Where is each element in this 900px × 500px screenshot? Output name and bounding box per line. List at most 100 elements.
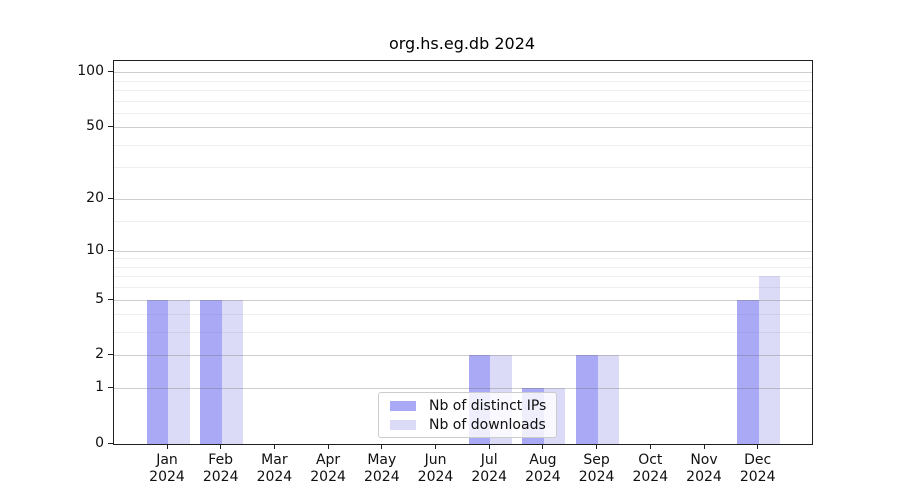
bar-distinct-ips <box>146 299 168 444</box>
plot-area <box>113 60 813 445</box>
x-axis-tick-label: May 2024 <box>340 452 424 486</box>
x-tick-year: 2024 <box>417 469 454 485</box>
x-tick-month: Dec <box>744 452 772 468</box>
x-axis-tick <box>542 444 544 449</box>
bar-distinct-ips <box>737 299 759 444</box>
bar-downloads <box>168 299 190 444</box>
gridline-major <box>114 355 812 357</box>
x-axis-tick-label: Oct 2024 <box>608 452 692 486</box>
gridline-minor <box>114 220 812 222</box>
x-tick-month: Aug <box>529 452 557 468</box>
x-tick-month: Mar <box>261 452 288 468</box>
gridline-minor <box>114 276 812 278</box>
gridline-major <box>114 72 812 74</box>
x-tick-year: 2024 <box>686 469 722 485</box>
gridline-minor <box>114 287 812 289</box>
y-axis-tick-label: 0 <box>95 435 104 451</box>
x-tick-month: Jun <box>424 452 447 468</box>
x-tick-year: 2024 <box>256 469 293 485</box>
x-tick-month: May <box>367 452 397 468</box>
bar-distinct-ips <box>200 299 222 444</box>
y-axis-tick-label: 1 <box>95 379 104 396</box>
bar-distinct-ips <box>576 355 598 444</box>
gridline-major <box>114 388 812 390</box>
legend-item: Nb of downloads <box>390 416 546 433</box>
y-axis-tick-label: 5 <box>95 290 104 307</box>
x-axis-tick-label: Jan 2024 <box>125 452 209 486</box>
y-axis-tick-label: 50 <box>86 118 104 135</box>
y-axis-tick <box>108 354 113 356</box>
legend-swatch-icon <box>390 400 416 411</box>
y-axis-tick-label: 100 <box>77 63 104 80</box>
x-tick-month: Jul <box>480 452 498 468</box>
x-tick-year: 2024 <box>632 469 669 485</box>
x-axis-tick-label: Aug 2024 <box>501 452 585 486</box>
x-axis-tick-label: Nov 2024 <box>662 452 746 486</box>
x-tick-year: 2024 <box>149 469 185 485</box>
x-tick-month: Jan <box>156 452 178 468</box>
x-tick-month: Feb <box>208 452 234 468</box>
x-tick-month: Sep <box>583 452 610 468</box>
gridline-minor <box>114 80 812 82</box>
gridline-major <box>114 198 812 200</box>
x-tick-year: 2024 <box>363 469 400 485</box>
y-axis-tick <box>108 249 113 251</box>
x-axis-tick <box>435 444 436 449</box>
gridline-minor <box>114 258 812 260</box>
x-axis-tick <box>757 444 759 449</box>
bar-downloads <box>597 355 620 444</box>
legend-item: Nb of distinct IPs <box>390 397 546 414</box>
y-axis-tick <box>108 197 113 199</box>
x-axis-tick-label: Apr 2024 <box>286 452 370 486</box>
x-axis-tick <box>703 444 705 449</box>
gridline-major <box>114 250 812 252</box>
x-axis-tick <box>649 444 651 449</box>
gridline-minor <box>114 167 812 169</box>
x-axis-tick-label: Jul 2024 <box>447 452 531 486</box>
x-tick-month: Apr <box>315 452 341 468</box>
x-axis-tick <box>596 444 598 449</box>
x-axis-tick <box>220 444 222 449</box>
gridline-minor <box>114 100 812 102</box>
x-tick-year: 2024 <box>525 469 561 485</box>
x-tick-year: 2024 <box>578 469 615 485</box>
y-axis-tick <box>108 126 113 128</box>
x-tick-year: 2024 <box>202 469 239 485</box>
gridline-minor <box>114 314 812 316</box>
x-tick-year: 2024 <box>310 469 346 485</box>
x-axis-tick <box>327 444 329 449</box>
x-axis-tick-label: Sep 2024 <box>555 452 639 486</box>
y-axis-tick-label: 2 <box>95 346 104 363</box>
x-tick-year: 2024 <box>739 469 776 485</box>
legend: Nb of distinct IPs Nb of downloads <box>378 392 558 438</box>
y-axis-tick <box>108 71 113 73</box>
gridline-minor <box>114 112 812 114</box>
gridline-minor <box>114 332 812 334</box>
x-axis-tick <box>273 444 275 449</box>
legend-swatch-icon <box>390 419 416 430</box>
gridline-minor <box>114 89 812 91</box>
x-axis-tick-label: Feb 2024 <box>179 452 263 486</box>
gridline-minor <box>114 144 812 146</box>
x-tick-year: 2024 <box>471 469 507 485</box>
gridline-major <box>114 299 812 301</box>
bar-downloads <box>758 276 781 444</box>
x-axis-tick-label: Mar 2024 <box>232 452 316 486</box>
y-axis-tick <box>108 298 113 300</box>
x-axis-tick-label: Jun 2024 <box>394 452 478 486</box>
gridline-major <box>114 127 812 129</box>
legend-label: Nb of downloads <box>429 416 546 433</box>
gridline-minor <box>114 266 812 268</box>
y-axis-tick-label: 10 <box>86 241 104 258</box>
legend-label: Nb of distinct IPs <box>429 397 547 414</box>
x-tick-month: Nov <box>690 452 718 468</box>
bar-downloads <box>221 299 244 444</box>
y-axis-tick <box>108 443 113 444</box>
y-axis-tick-label: 20 <box>86 189 104 206</box>
x-axis-tick <box>488 444 490 449</box>
x-tick-month: Oct <box>638 452 663 468</box>
y-axis-tick <box>108 387 113 389</box>
x-axis-tick <box>166 444 168 449</box>
x-axis-tick-label: Dec 2024 <box>716 452 800 486</box>
